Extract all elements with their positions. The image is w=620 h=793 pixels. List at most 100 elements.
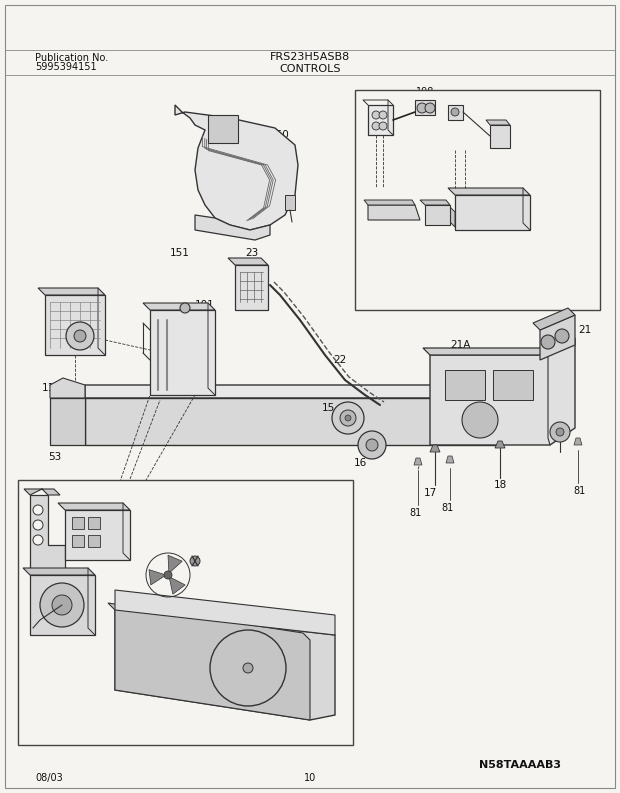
- Circle shape: [541, 335, 555, 349]
- Text: 151: 151: [170, 248, 190, 258]
- Polygon shape: [364, 200, 415, 205]
- Polygon shape: [38, 288, 105, 295]
- Circle shape: [33, 535, 43, 545]
- Text: 198: 198: [416, 87, 434, 97]
- Polygon shape: [228, 258, 268, 265]
- Polygon shape: [195, 215, 270, 240]
- Text: 201: 201: [431, 228, 450, 238]
- Text: 23: 23: [246, 248, 259, 258]
- Circle shape: [417, 103, 427, 113]
- Polygon shape: [58, 503, 130, 510]
- Bar: [355, 90, 600, 310]
- Text: 5995394151: 5995394151: [35, 62, 97, 72]
- Text: 149: 149: [190, 728, 210, 738]
- Polygon shape: [423, 338, 575, 355]
- Text: 115: 115: [42, 383, 62, 393]
- Text: CONTROLS: CONTROLS: [279, 64, 341, 74]
- Polygon shape: [490, 125, 510, 148]
- Circle shape: [33, 505, 43, 515]
- Polygon shape: [30, 575, 95, 635]
- Text: 16: 16: [353, 458, 366, 468]
- Text: 138: 138: [517, 130, 536, 140]
- Text: N58TAAAAB3: N58TAAAAB3: [479, 760, 561, 770]
- Polygon shape: [368, 205, 420, 220]
- Circle shape: [379, 111, 387, 119]
- Circle shape: [74, 330, 86, 342]
- Circle shape: [366, 439, 378, 451]
- Polygon shape: [486, 120, 510, 125]
- Text: 21A: 21A: [450, 340, 470, 350]
- Circle shape: [550, 422, 570, 442]
- Circle shape: [462, 402, 498, 438]
- Circle shape: [451, 108, 459, 116]
- Text: 81: 81: [409, 508, 421, 518]
- Polygon shape: [420, 200, 450, 205]
- Circle shape: [243, 663, 253, 673]
- Bar: [208, 115, 238, 143]
- Text: 137: 137: [535, 205, 554, 215]
- Polygon shape: [85, 398, 495, 445]
- Polygon shape: [45, 295, 105, 355]
- Circle shape: [358, 431, 386, 459]
- Circle shape: [372, 122, 380, 130]
- Circle shape: [425, 103, 435, 113]
- Bar: [88, 535, 100, 547]
- Circle shape: [345, 415, 351, 421]
- Text: 139: 139: [367, 90, 386, 100]
- Polygon shape: [430, 338, 575, 445]
- Polygon shape: [368, 105, 393, 135]
- Text: replacementparts.com: replacementparts.com: [202, 395, 328, 405]
- Text: 15: 15: [322, 403, 335, 413]
- Text: FRS23H5ASB8: FRS23H5ASB8: [270, 52, 350, 62]
- Text: 199: 199: [470, 103, 489, 113]
- Polygon shape: [85, 365, 530, 398]
- Polygon shape: [50, 398, 85, 445]
- Text: 150: 150: [270, 130, 290, 140]
- Text: 8: 8: [25, 638, 32, 648]
- Polygon shape: [150, 310, 215, 395]
- Text: 17: 17: [423, 488, 436, 498]
- Circle shape: [332, 402, 364, 434]
- Bar: [445, 370, 485, 400]
- Text: 45: 45: [148, 543, 162, 553]
- Text: 21: 21: [578, 325, 591, 335]
- Text: 9: 9: [105, 638, 112, 648]
- Polygon shape: [168, 555, 182, 573]
- Polygon shape: [65, 510, 130, 560]
- Polygon shape: [533, 308, 575, 330]
- Polygon shape: [495, 441, 505, 448]
- Text: 10: 10: [304, 773, 316, 783]
- Polygon shape: [448, 205, 455, 227]
- Polygon shape: [495, 378, 530, 445]
- Bar: [72, 517, 84, 529]
- Bar: [18, 480, 353, 745]
- Polygon shape: [24, 489, 60, 495]
- Polygon shape: [149, 569, 165, 585]
- Polygon shape: [143, 303, 215, 310]
- Polygon shape: [169, 577, 185, 594]
- Circle shape: [340, 410, 356, 426]
- Polygon shape: [448, 105, 463, 120]
- Circle shape: [556, 428, 564, 436]
- Text: 08/03: 08/03: [35, 773, 63, 783]
- Circle shape: [66, 322, 94, 350]
- Text: 101: 101: [195, 300, 215, 310]
- Text: 14: 14: [28, 482, 42, 492]
- Text: Publication No.: Publication No.: [35, 53, 108, 63]
- Polygon shape: [415, 100, 435, 115]
- Text: 22: 22: [333, 355, 346, 365]
- Text: 13: 13: [89, 492, 102, 502]
- Circle shape: [52, 595, 72, 615]
- Circle shape: [180, 303, 190, 313]
- Circle shape: [40, 583, 84, 627]
- Text: 18: 18: [494, 480, 507, 490]
- Text: 45: 45: [210, 543, 223, 553]
- Polygon shape: [425, 205, 450, 225]
- Text: 200: 200: [365, 225, 384, 235]
- Text: 81: 81: [442, 503, 454, 513]
- Circle shape: [555, 329, 569, 343]
- Polygon shape: [23, 568, 95, 575]
- Polygon shape: [108, 603, 310, 720]
- Circle shape: [164, 571, 172, 579]
- Circle shape: [372, 111, 380, 119]
